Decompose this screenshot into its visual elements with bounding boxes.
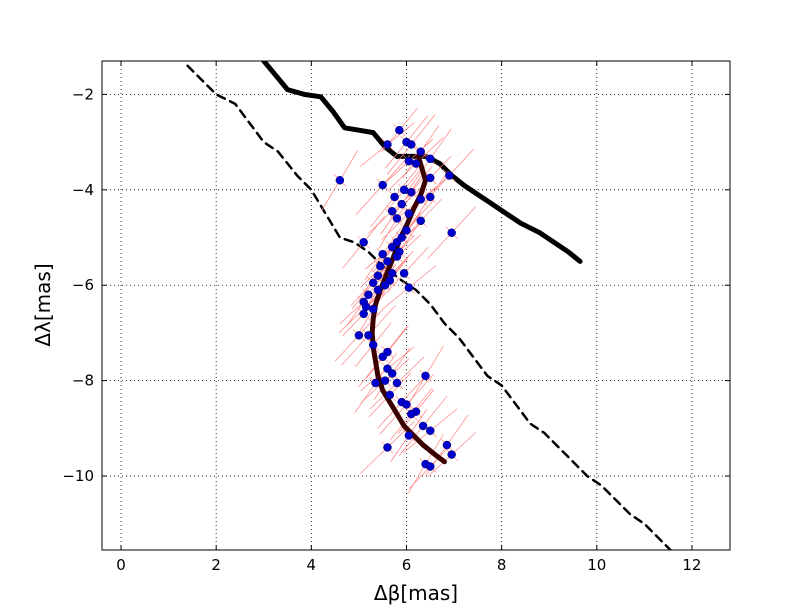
data-point [368,304,378,314]
data-point [383,257,392,266]
data-point [359,238,368,247]
x-tick-label: 8 [497,556,507,574]
data-point [406,187,416,197]
data-point [378,180,387,190]
data-point [442,440,452,450]
data-point [385,390,395,400]
data-point [383,140,392,149]
plot-area [186,61,673,550]
data-point [402,226,411,235]
data-point [373,285,383,295]
data-point [390,192,399,202]
data-point [445,171,454,180]
data-point [426,154,435,164]
data-point [411,159,421,168]
data-point [371,378,380,388]
data-point [380,376,390,385]
data-point [361,302,371,311]
x-tick-label: 0 [116,556,126,574]
data-point [404,283,414,292]
data-point [404,209,414,218]
plot-frame [101,60,731,551]
data-point [416,147,426,156]
data-point [364,290,373,300]
data-point [368,340,378,350]
axis-ticks: 0 2 4 6 8 10 12 −2 −4 −6 −8 −10 [62,61,730,574]
data-point [376,261,385,271]
data-point [404,156,414,166]
y-tick-label: −4 [72,181,94,199]
data-point [392,378,402,388]
data-point [354,331,364,340]
data-point [380,280,390,290]
data-point [447,228,456,237]
data-point [364,331,373,340]
data-point [406,140,416,149]
data-point [392,214,402,223]
data-point [416,216,426,226]
data-point [387,269,397,278]
x-axis-label: Δβ[mas] [374,581,458,605]
data-point [392,252,402,261]
data-point [426,462,435,471]
data-point [378,249,387,259]
data-point [421,371,430,381]
x-tick-label: 4 [307,556,317,574]
data-point [406,409,416,419]
y-axis-label: Δλ[mas] [31,263,55,346]
data-point [368,278,378,288]
data-point [426,192,435,202]
y-tick-label: −2 [72,85,94,103]
y-tick-label: −10 [62,467,94,485]
data-point [373,271,383,280]
data-point [426,173,435,183]
data-point [416,195,426,204]
data-points [335,125,456,471]
grid [102,61,730,550]
fitted-track [369,153,447,465]
data-point [359,309,368,319]
data-point [395,125,404,135]
data-point [399,185,409,195]
x-tick-label: 12 [682,556,701,574]
data-point [399,269,409,278]
data-point [397,199,406,209]
data-point [404,431,414,440]
x-tick-label: 6 [402,556,412,574]
data-point [387,207,397,216]
dashed-curve [186,64,673,550]
data-point [335,176,345,185]
data-point [447,450,456,459]
data-point [387,369,397,378]
data-point [383,443,392,452]
data-point [418,421,428,431]
data-point [387,242,397,252]
y-tick-label: −6 [72,276,94,294]
y-tick-label: −8 [72,372,94,390]
x-tick-label: 10 [587,556,606,574]
data-point [402,400,411,409]
data-point [426,426,435,435]
x-tick-label: 2 [211,556,221,574]
data-point [378,352,387,362]
